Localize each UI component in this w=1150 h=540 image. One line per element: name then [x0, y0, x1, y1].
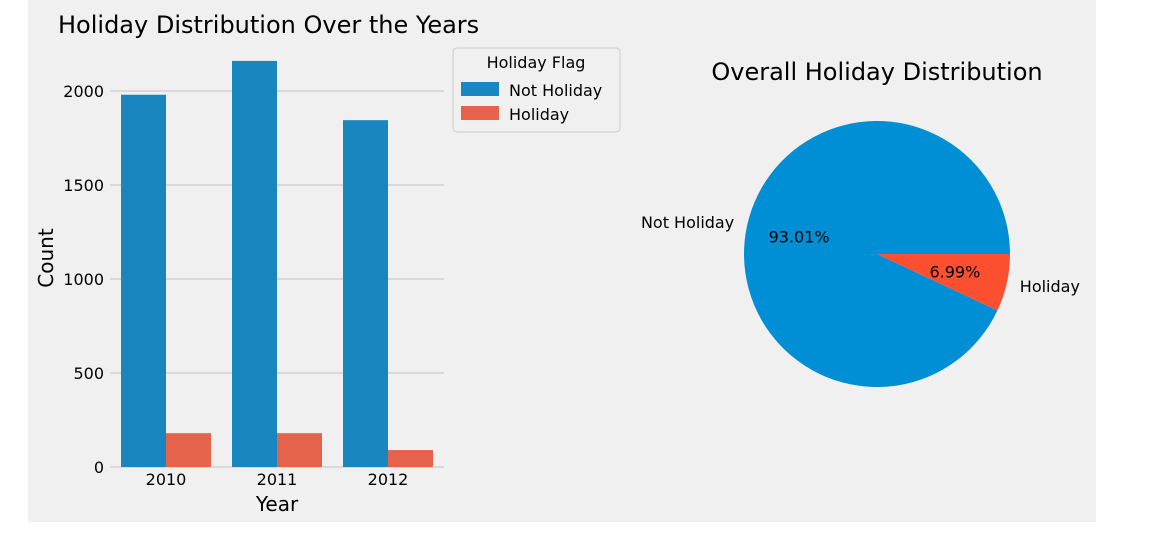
bar-holiday-2012 [388, 450, 433, 467]
x-tick-label: 2010 [146, 470, 187, 489]
legend-swatch-holiday [461, 106, 499, 120]
legend-swatch-not-holiday [461, 82, 499, 96]
pie-chart-title: Overall Holiday Distribution [711, 58, 1042, 86]
legend-title: Holiday Flag [487, 53, 586, 72]
bar-chart-title: Holiday Distribution Over the Years [58, 11, 479, 39]
pie-category-label: Not Holiday [641, 213, 734, 232]
y-tick-label: 2000 [63, 82, 104, 101]
bar-marks [121, 60, 433, 468]
pie-labels: 93.01% Not Holiday 6.99% Holiday [641, 213, 1080, 296]
bar-not-holiday-2012 [343, 120, 388, 467]
pie-slices [744, 121, 1010, 388]
legend: Holiday Flag Not Holiday Holiday [452, 47, 621, 133]
bar-not-holiday-2010 [121, 94, 166, 467]
bar-chart: Holiday Distribution Over the Years 0 500… [34, 11, 479, 516]
bar-holiday-2010 [166, 433, 211, 467]
x-tick-label: 2011 [257, 470, 298, 489]
y-axis-label: Count [34, 228, 58, 288]
pie-pct-label: 93.01% [769, 228, 830, 247]
y-tick-label: 1000 [63, 270, 104, 289]
x-axis-label: Year [255, 492, 299, 516]
legend-label-holiday: Holiday [509, 105, 569, 124]
pie-pct-label: 6.99% [929, 262, 980, 281]
x-tick-label: 2012 [368, 470, 409, 489]
y-tick-labels: 0 500 1000 1500 2000 [63, 82, 104, 477]
y-tick-label: 0 [94, 458, 104, 477]
bar-not-holiday-2011 [232, 60, 277, 468]
y-tick-label: 1500 [63, 176, 104, 195]
pie-chart: Overall Holiday Distribution 93.01% Not H… [641, 58, 1080, 388]
x-tick-labels: 2010 2011 2012 [146, 470, 409, 489]
y-tick-label: 500 [73, 364, 104, 383]
legend-label-not-holiday: Not Holiday [509, 81, 602, 100]
pie-slice-not-holiday [744, 121, 1010, 388]
pie-slice-holiday [877, 254, 1010, 311]
pie-category-label: Holiday [1020, 277, 1080, 296]
bar-holiday-2011 [277, 433, 322, 467]
